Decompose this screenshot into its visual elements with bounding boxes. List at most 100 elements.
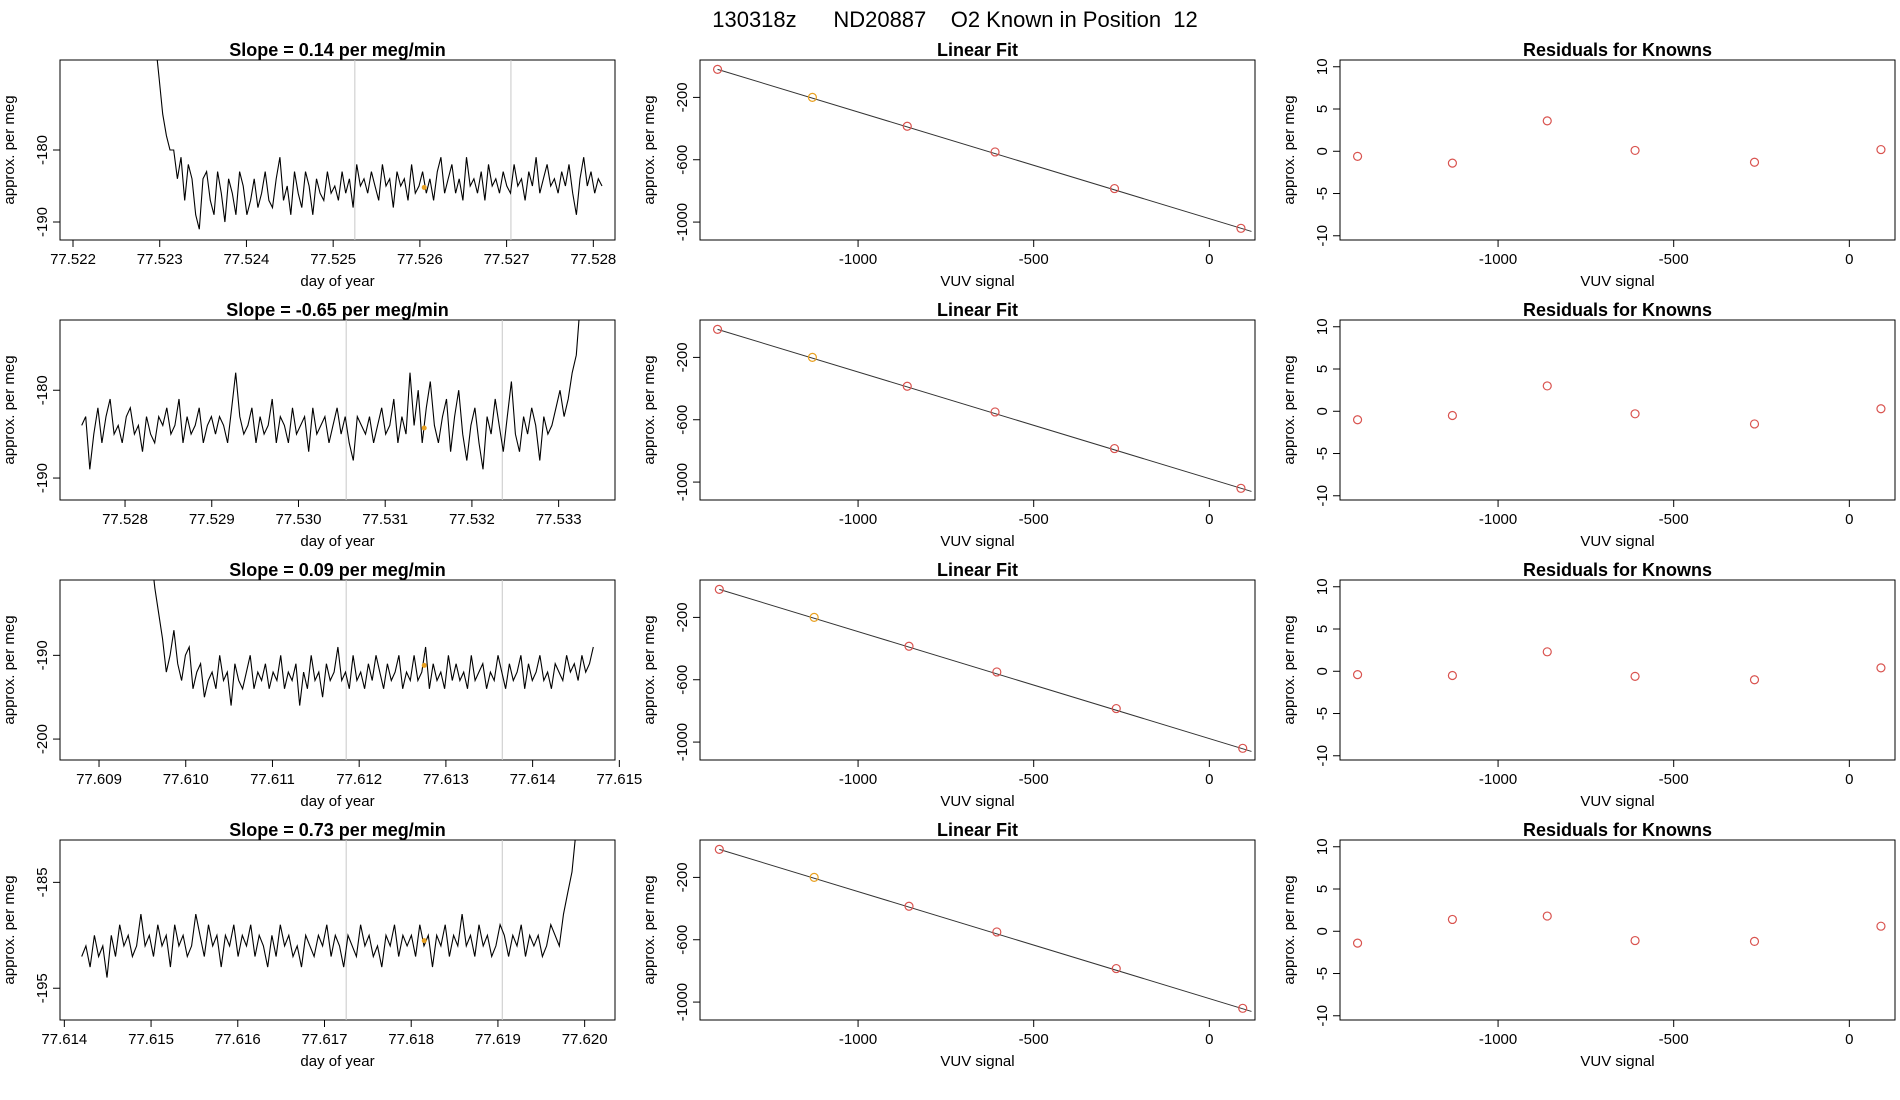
panel-9: Residuals for Knowns VUV signal approx. pe…: [1281, 40, 1896, 290]
data-point: [990, 407, 1000, 417]
data-point: [1542, 116, 1552, 126]
panel-11: Residuals for Knowns VUV signal approx. pe…: [1281, 560, 1896, 810]
x-tick-label: -1000: [839, 771, 877, 788]
plot-area: [81, 840, 576, 1020]
x-axis-label: VUV signal: [1580, 793, 1654, 810]
fit-line: [717, 328, 1252, 492]
data-point: [1630, 409, 1640, 419]
data-point: [1236, 483, 1246, 493]
data-point: [807, 92, 818, 103]
x-tick-label: 77.619: [475, 1031, 521, 1048]
panel-title: Linear Fit: [937, 560, 1018, 580]
plot-area: [1352, 647, 1886, 685]
panel-title: Residuals for Knowns: [1523, 820, 1712, 840]
data-point: [1876, 404, 1886, 414]
x-tick-label: 77.617: [302, 1031, 348, 1048]
data-point: [712, 324, 723, 334]
plot-frame: [1339, 319, 1896, 501]
data-point: [1447, 410, 1458, 421]
x-tick-label: -500: [1659, 771, 1689, 788]
x-tick-label: -500: [1019, 771, 1049, 788]
y-axis-label: approx. per meg: [1, 615, 18, 724]
plot-frame: [59, 59, 616, 241]
panel-title: Slope = 0.73 per meg/min: [229, 820, 446, 840]
data-point: [990, 147, 1000, 157]
y-tick-label: -5: [1314, 447, 1331, 460]
data-point: [1352, 415, 1363, 425]
y-axis-label: approx. per meg: [1281, 875, 1298, 984]
panel-title: Residuals for Knowns: [1523, 40, 1712, 60]
panel-6: Linear Fit VUV signal approx. per meg -1000…: [641, 300, 1256, 550]
x-axis-label: VUV signal: [940, 1053, 1014, 1070]
panel-3: Slope = 0.09 per meg/min day of year appro…: [1, 560, 642, 810]
panel-title: Linear Fit: [937, 40, 1018, 60]
plot-area: [714, 584, 1252, 753]
y-axis-label: approx. per meg: [1, 355, 18, 464]
plot-area: [1352, 381, 1886, 429]
x-axis-label: day of year: [300, 533, 374, 550]
panel-7: Linear Fit VUV signal approx. per meg -1000…: [641, 560, 1256, 810]
y-tick-label: -1000: [674, 463, 691, 501]
data-point: [1447, 158, 1458, 168]
x-tick-label: 77.528: [570, 251, 616, 268]
x-tick-label: 77.620: [562, 1031, 608, 1048]
y-tick-label: 10: [1314, 58, 1331, 75]
y-tick-label: -10: [1314, 1005, 1331, 1027]
y-tick-label: -10: [1314, 485, 1331, 507]
x-tick-label: 0: [1205, 1031, 1213, 1048]
data-point: [1749, 157, 1760, 167]
plot-area: [81, 320, 580, 500]
data-point: [992, 667, 1002, 677]
y-axis-label: approx. per meg: [641, 875, 658, 984]
x-tick-label: 77.531: [362, 511, 408, 528]
known-marker: [421, 938, 427, 944]
x-tick-label: 0: [1845, 251, 1853, 268]
y-tick-label: 0: [1314, 667, 1331, 675]
data-point: [1109, 183, 1120, 194]
x-tick-label: 0: [1845, 771, 1853, 788]
plot-frame: [699, 839, 1256, 1021]
y-axis-label: approx. per meg: [641, 95, 658, 204]
data-point: [1236, 223, 1246, 233]
panel-title: Slope = 0.14 per meg/min: [229, 40, 446, 60]
x-tick-label: -1000: [1479, 251, 1517, 268]
plot-frame: [699, 319, 1256, 501]
x-tick-label: 77.616: [215, 1031, 261, 1048]
y-tick-label: -1000: [674, 723, 691, 761]
plot-frame: [59, 839, 616, 1021]
known-marker: [421, 184, 427, 190]
y-tick-label: -190: [34, 463, 51, 493]
plot-frame: [59, 319, 616, 501]
y-tick-label: -10: [1314, 225, 1331, 247]
y-tick-label: -10: [1314, 745, 1331, 767]
signal-trace: [153, 580, 594, 706]
data-point: [1542, 381, 1552, 391]
x-tick-label: 77.615: [596, 771, 642, 788]
panel-title: Residuals for Knowns: [1523, 560, 1712, 580]
x-tick-label: 77.533: [536, 511, 582, 528]
y-axis-label: approx. per meg: [1281, 95, 1298, 204]
y-tick-label: -600: [674, 145, 691, 175]
signal-trace: [81, 320, 580, 470]
x-tick-label: 77.612: [336, 771, 382, 788]
y-tick-label: -190: [34, 207, 51, 237]
data-point: [1238, 1003, 1248, 1013]
y-axis-label: approx. per meg: [641, 615, 658, 724]
plot-frame: [1339, 839, 1896, 1021]
data-point: [1238, 743, 1248, 753]
data-point: [1542, 647, 1552, 657]
x-tick-label: 77.527: [484, 251, 530, 268]
y-tick-label: -200: [674, 342, 691, 372]
data-point: [902, 121, 912, 131]
y-axis-label: approx. per meg: [1281, 615, 1298, 724]
plot-area: [1352, 116, 1886, 168]
y-tick-label: -1000: [674, 203, 691, 241]
x-tick-label: 0: [1845, 1031, 1853, 1048]
data-point: [1447, 670, 1458, 681]
data-point: [1876, 921, 1886, 931]
y-tick-label: -5: [1314, 187, 1331, 200]
plot-frame: [1339, 59, 1896, 241]
x-tick-label: 77.610: [163, 771, 209, 788]
y-tick-label: -180: [34, 135, 51, 165]
x-axis-label: VUV signal: [940, 273, 1014, 290]
